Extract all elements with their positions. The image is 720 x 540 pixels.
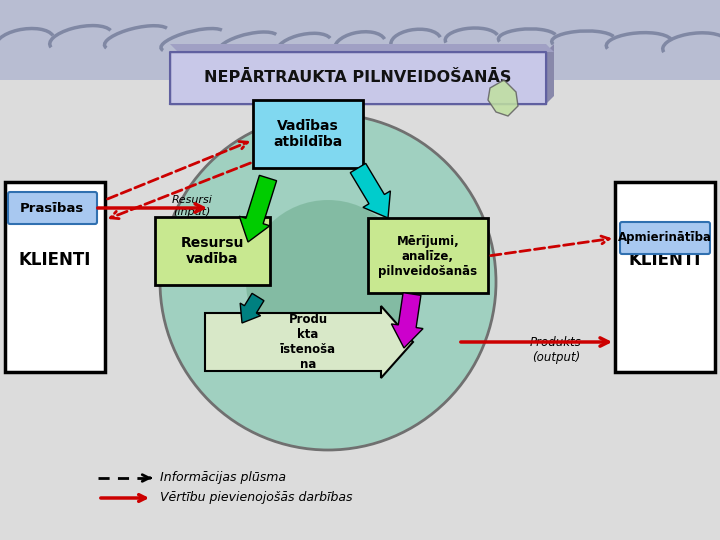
Polygon shape bbox=[155, 217, 270, 285]
Polygon shape bbox=[0, 0, 720, 80]
Text: Vadības
atbildība: Vadības atbildība bbox=[274, 119, 343, 149]
FancyArrow shape bbox=[351, 164, 390, 218]
Polygon shape bbox=[368, 218, 488, 293]
Polygon shape bbox=[488, 80, 518, 116]
Text: Apmierinātība: Apmierinātība bbox=[618, 232, 712, 245]
Text: KLIENTI: KLIENTI bbox=[629, 251, 701, 269]
Circle shape bbox=[160, 114, 496, 450]
Text: Mērījumi,
analīze,
pilnveidošanās: Mērījumi, analīze, pilnveidošanās bbox=[379, 234, 477, 278]
Circle shape bbox=[246, 200, 410, 364]
Text: NEPĀRTRAUKTA PILNVEIDOŠANĀS: NEPĀRTRAUKTA PILNVEIDOŠANĀS bbox=[204, 71, 512, 85]
Text: Vērtību pievienojošās darbības: Vērtību pievienojošās darbības bbox=[160, 491, 353, 504]
FancyArrow shape bbox=[392, 293, 423, 348]
Text: Informācijas plūsma: Informācijas plūsma bbox=[160, 471, 286, 484]
Polygon shape bbox=[546, 44, 554, 104]
Polygon shape bbox=[0, 80, 720, 540]
Polygon shape bbox=[170, 52, 546, 104]
FancyBboxPatch shape bbox=[8, 192, 97, 224]
Text: Resursi
(input): Resursi (input) bbox=[171, 195, 212, 217]
Text: Prasības: Prasības bbox=[20, 201, 84, 214]
Polygon shape bbox=[615, 182, 715, 372]
FancyBboxPatch shape bbox=[620, 222, 710, 254]
Text: KLIENTI: KLIENTI bbox=[19, 251, 91, 269]
Text: Produ
kta
īstenoša
na: Produ kta īstenoša na bbox=[280, 313, 336, 371]
Polygon shape bbox=[253, 100, 363, 168]
Polygon shape bbox=[170, 44, 554, 52]
Text: Produkts
(output): Produkts (output) bbox=[530, 336, 582, 364]
Polygon shape bbox=[5, 182, 105, 372]
FancyArrow shape bbox=[240, 293, 264, 323]
FancyArrow shape bbox=[205, 306, 413, 378]
FancyArrow shape bbox=[239, 176, 276, 242]
Text: Resursu
vadība: Resursu vadība bbox=[180, 236, 243, 266]
